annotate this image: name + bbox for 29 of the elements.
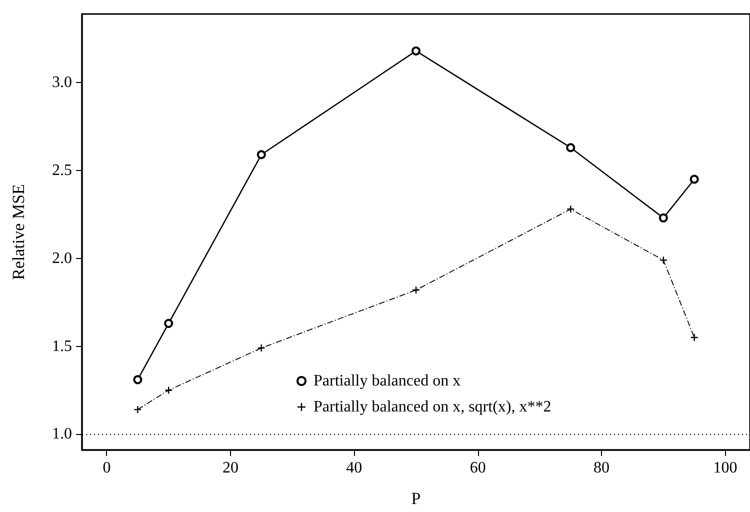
legend-label: Partially balanced on x [314,372,461,390]
point [134,405,142,414]
point [690,333,698,342]
x-tick-label: 60 [470,460,486,476]
point [412,286,420,294]
point [164,386,173,394]
point [566,143,576,152]
point [133,375,142,384]
y-tick-label: 1.0 [52,426,72,443]
point [412,46,420,56]
x-tick-label: 100 [713,460,738,476]
y-tick-label: 1.5 [52,338,72,355]
point [257,344,266,352]
point [164,318,174,328]
y-tick-label: 3.0 [52,74,72,92]
point [659,256,668,264]
point [658,213,668,222]
y-tick-label: 2.5 [52,162,72,179]
point [690,174,699,184]
x-tick-label: 80 [594,460,610,476]
x-tick-label: 20 [222,460,238,476]
x-tick-label: 40 [346,460,362,476]
x-tick-label: 0 [102,460,111,476]
legend-label: Partially balanced on x, sqrt(x), x**2 [314,398,552,416]
y-axis-title: Relative MSE [9,184,28,280]
point [566,205,575,214]
point [256,150,266,160]
x-axis-title: P [411,489,421,508]
y-tick-label: 2.0 [52,250,72,267]
